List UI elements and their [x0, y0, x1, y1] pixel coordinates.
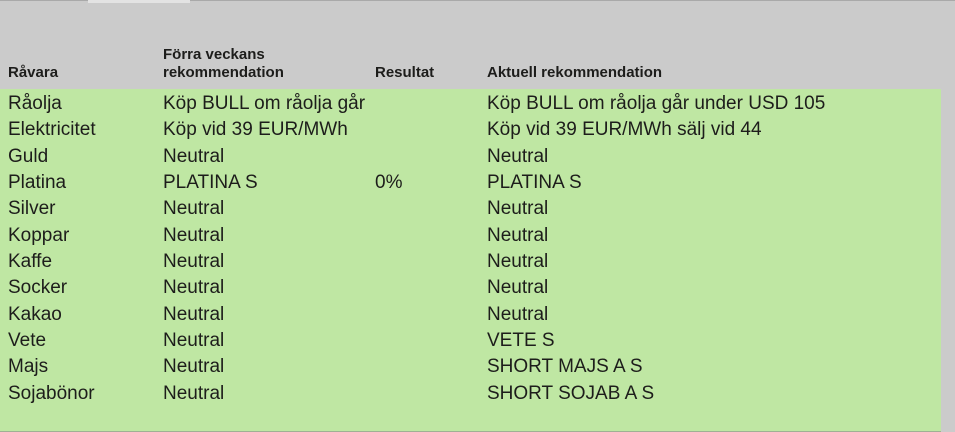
- column-header-forra-veckans: Förra veckans rekommendation: [163, 46, 375, 82]
- cell-resultat: [375, 354, 487, 380]
- cell-aktuell-rekommendation: Neutral: [487, 145, 549, 167]
- table-row-koppar: Koppar Neutral Neutral: [8, 223, 941, 249]
- cell-resultat: [375, 144, 487, 170]
- cell-resultat: [375, 381, 487, 407]
- cell-forra-rekommendation: Neutral: [163, 198, 225, 220]
- cell-aktuell-rekommendation: SHORT SOJAB A S: [487, 382, 655, 404]
- table-row-kaffe: Kaffe Neutral Neutral: [8, 249, 941, 275]
- column-header-resultat: Resultat: [375, 64, 435, 81]
- cell-aktuell-rekommendation: VETE S: [487, 330, 555, 352]
- cell-ravara: Koppar: [8, 224, 70, 246]
- cell-resultat: 0%: [375, 172, 403, 194]
- cell-resultat: [375, 117, 487, 143]
- cell-forra-rekommendation: Neutral: [163, 277, 225, 299]
- cell-aktuell-rekommendation: PLATINA S: [487, 172, 582, 194]
- cell-resultat: [375, 328, 487, 354]
- cell-resultat: [375, 196, 487, 222]
- cell-resultat: [375, 249, 487, 275]
- table-row-sojabonor: Sojabönor Neutral SHORT SOJAB A S: [8, 381, 941, 407]
- cell-ravara: Kakao: [8, 303, 62, 325]
- table-row-socker: Socker Neutral Neutral: [8, 275, 941, 301]
- cell-aktuell-rekommendation: Köp vid 39 EUR/MWh sälj vid 44: [487, 119, 762, 141]
- cell-aktuell-rekommendation: Neutral: [487, 224, 549, 246]
- cell-forra-rekommendation: Neutral: [163, 382, 225, 404]
- cell-forra-rekommendation: Köp BULL om råolja går: [163, 93, 366, 114]
- table-row-kakao: Kakao Neutral Neutral: [8, 302, 941, 328]
- table-body-panel: Råolja Köp BULL om råolja går Köp BULL o…: [0, 89, 941, 432]
- cell-aktuell-rekommendation: Köp BULL om råolja går under USD 105: [487, 93, 826, 114]
- cell-aktuell-rekommendation: Neutral: [487, 303, 549, 325]
- cell-forra-rekommendation: Neutral: [163, 356, 225, 378]
- cell-forra-rekommendation: PLATINA S: [163, 172, 258, 194]
- cell-aktuell-rekommendation: SHORT MAJS A S: [487, 356, 643, 378]
- top-border-line: [0, 0, 955, 1]
- table-row-elektricitet: Elektricitet Köp vid 39 EUR/MWh Köp vid …: [8, 117, 941, 143]
- cell-ravara: Guld: [8, 145, 49, 167]
- cell-ravara: Silver: [8, 198, 56, 220]
- top-edge-artifact: [88, 0, 190, 3]
- cell-forra-rekommendation: Köp vid 39 EUR/MWh: [163, 119, 348, 141]
- column-header-forra-veckans-label: Förra veckans rekommendation: [163, 46, 284, 81]
- cell-aktuell-rekommendation: Neutral: [487, 251, 549, 273]
- cell-resultat: [375, 302, 487, 328]
- table-row-silver: Silver Neutral Neutral: [8, 196, 941, 222]
- table-row-guld: Guld Neutral Neutral: [8, 144, 941, 170]
- table-row-vete: Vete Neutral VETE S: [8, 328, 941, 354]
- column-header-ravara: Råvara: [8, 64, 59, 81]
- cell-ravara: Platina: [8, 172, 67, 194]
- cell-forra-rekommendation: Neutral: [163, 251, 225, 273]
- cell-resultat: [375, 223, 487, 249]
- cell-ravara: Majs: [8, 356, 49, 378]
- cell-ravara: Kaffe: [8, 251, 53, 273]
- cell-forra-rekommendation: Neutral: [163, 330, 225, 352]
- cell-forra-rekommendation: Neutral: [163, 303, 225, 325]
- cell-ravara: Socker: [8, 277, 68, 299]
- cell-aktuell-rekommendation: Neutral: [487, 277, 549, 299]
- table-row-raolja: Råolja Köp BULL om råolja går Köp BULL o…: [8, 91, 941, 117]
- cell-ravara: Vete: [8, 330, 47, 352]
- cell-aktuell-rekommendation: Neutral: [487, 198, 549, 220]
- cell-ravara: Sojabönor: [8, 382, 95, 404]
- table-header-row: Råvara Förra veckans rekommendation Resu…: [0, 0, 955, 89]
- table-body: Råolja Köp BULL om råolja går Köp BULL o…: [0, 89, 941, 407]
- cell-resultat: [375, 91, 487, 117]
- cell-ravara: Råolja: [8, 93, 62, 114]
- cell-resultat: [375, 275, 487, 301]
- column-header-aktuell: Aktuell rekommendation: [487, 64, 663, 81]
- cell-forra-rekommendation: Neutral: [163, 145, 225, 167]
- table-row-majs: Majs Neutral SHORT MAJS A S: [8, 354, 941, 380]
- table-row-platina: Platina PLATINA S 0% PLATINA S: [8, 170, 941, 196]
- cell-forra-rekommendation: Neutral: [163, 224, 225, 246]
- cell-ravara: Elektricitet: [8, 119, 96, 141]
